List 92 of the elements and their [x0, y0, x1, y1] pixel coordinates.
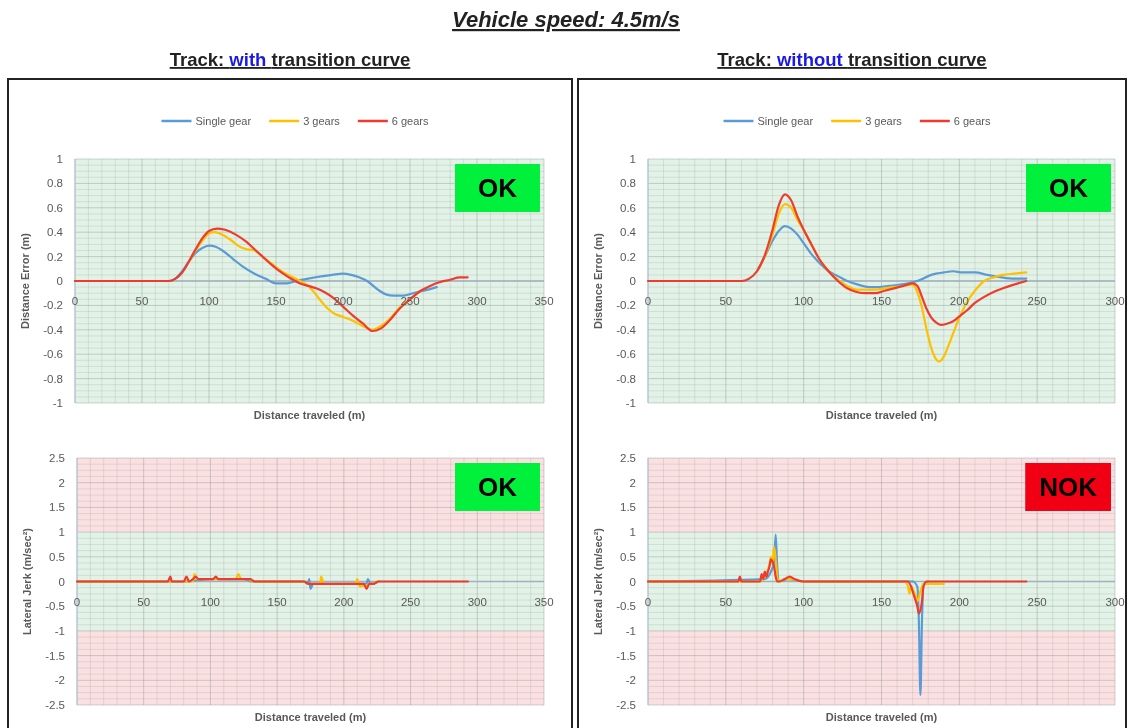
x-axis-title: Distance traveled (m)	[253, 409, 366, 421]
y-tick-label: 0.8	[47, 177, 63, 190]
y-tick-label: -2.5	[45, 699, 65, 712]
y-tick-label: -0.8	[616, 372, 636, 385]
y-tick-label: -0.2	[43, 299, 63, 312]
x-tick-label: 300	[1105, 295, 1125, 308]
y-tick-label: 0.6	[47, 201, 63, 214]
y-tick-label: -2	[625, 674, 636, 687]
legend-label: 3 gears	[303, 114, 341, 127]
y-axis-title: Distance Error (m)	[18, 232, 31, 329]
y-tick-label: 0.5	[49, 550, 65, 563]
y-tick-label: -2	[54, 674, 65, 687]
y-tick-label: -0.5	[45, 600, 65, 613]
chart-title: Vehicle speed: 4.5m/s	[452, 7, 680, 32]
legend-label: 3 gears	[865, 114, 903, 127]
y-axis-title: Lateral Jerk (m/sec²)	[591, 527, 604, 635]
x-tick-label: 250	[1027, 295, 1047, 308]
x-tick-label: 300	[467, 295, 487, 308]
y-tick-label: 0.4	[620, 226, 637, 239]
x-tick-label: 250	[1027, 595, 1047, 608]
x-tick-label: 200	[949, 595, 969, 608]
y-tick-label: -2.5	[616, 699, 636, 712]
y-tick-label: 2.5	[620, 452, 636, 465]
y-tick-label: 0.8	[620, 177, 636, 190]
y-tick-label: 0	[629, 275, 636, 288]
y-tick-label: -0.4	[43, 323, 64, 336]
x-tick-label: 350	[534, 595, 554, 608]
y-tick-label: 1	[56, 153, 63, 166]
y-tick-label: 0.2	[620, 250, 636, 263]
x-tick-label: 0	[644, 295, 652, 308]
y-tick-label: -0.2	[616, 299, 636, 312]
chart-subtitle: Track: with transition curve	[169, 49, 411, 70]
x-axis-title: Distance traveled (m)	[825, 409, 938, 421]
x-tick-label: 50	[137, 595, 151, 608]
x-tick-label: 100	[794, 595, 814, 608]
chart-subtitle: Track: without transition curve	[717, 49, 987, 70]
y-tick-label: -0.8	[43, 372, 63, 385]
y-axis-title: Distance Error (m)	[591, 232, 604, 329]
y-tick-label: 0	[58, 575, 65, 588]
x-tick-label: 100	[199, 295, 219, 308]
y-tick-label: 1	[58, 526, 65, 539]
x-tick-label: 50	[719, 595, 733, 608]
y-tick-label: -1.5	[616, 649, 636, 662]
y-tick-label: 1.5	[620, 501, 636, 514]
y-tick-label: 2	[629, 476, 636, 489]
x-tick-label: 250	[400, 595, 421, 608]
y-tick-label: -0.6	[43, 348, 63, 361]
y-tick-label: 1	[629, 153, 636, 166]
annotation: OK	[478, 173, 518, 204]
x-tick-label: 0	[644, 595, 652, 608]
annotation: OK	[1049, 173, 1089, 204]
x-tick-label: 50	[719, 295, 733, 308]
x-tick-label: 150	[871, 295, 892, 308]
legend-label: Single gear	[195, 114, 252, 127]
y-tick-label: 2	[58, 476, 65, 489]
x-tick-label: 350	[534, 295, 554, 308]
x-tick-label: 150	[871, 595, 892, 608]
x-tick-label: 100	[200, 595, 221, 608]
x-tick-label: 300	[467, 595, 487, 608]
y-tick-label: -1	[54, 624, 65, 637]
y-tick-label: 2.5	[49, 452, 65, 465]
y-axis-title: Lateral Jerk (m/sec²)	[20, 527, 33, 635]
y-tick-label: -1	[52, 397, 63, 410]
y-tick-label: -1	[625, 624, 636, 637]
y-tick-label: -1.5	[45, 649, 65, 662]
y-tick-label: 0.5	[620, 550, 636, 563]
x-tick-label: 300	[1105, 595, 1125, 608]
y-tick-label: 1	[629, 526, 636, 539]
y-tick-label: -0.6	[616, 348, 636, 361]
y-tick-label: -0.4	[616, 323, 637, 336]
x-tick-label: 150	[267, 595, 287, 608]
y-tick-label: 0.2	[47, 250, 63, 263]
y-tick-label: -0.5	[616, 600, 636, 613]
x-tick-label: 100	[794, 295, 814, 308]
x-axis-title: Distance traveled (m)	[825, 711, 938, 723]
annotation: OK	[478, 472, 518, 503]
legend-label: Single gear	[757, 114, 814, 127]
x-tick-label: 150	[266, 295, 286, 308]
y-tick-label: 0.6	[620, 201, 636, 214]
y-tick-label: 1.5	[49, 501, 65, 514]
y-tick-label: 0	[56, 275, 63, 288]
x-tick-label: 50	[135, 295, 149, 308]
x-tick-label: 0	[71, 295, 79, 308]
legend-label: 6 gears	[391, 114, 430, 127]
x-tick-label: 0	[73, 595, 81, 608]
y-tick-label: 0	[629, 575, 636, 588]
annotation: NOK	[1039, 472, 1098, 503]
y-tick-label: 0.4	[47, 226, 64, 239]
x-axis-title: Distance traveled (m)	[254, 711, 367, 723]
legend-label: 6 gears	[953, 114, 992, 127]
y-tick-label: -1	[625, 397, 636, 410]
x-tick-label: 200	[334, 595, 354, 608]
